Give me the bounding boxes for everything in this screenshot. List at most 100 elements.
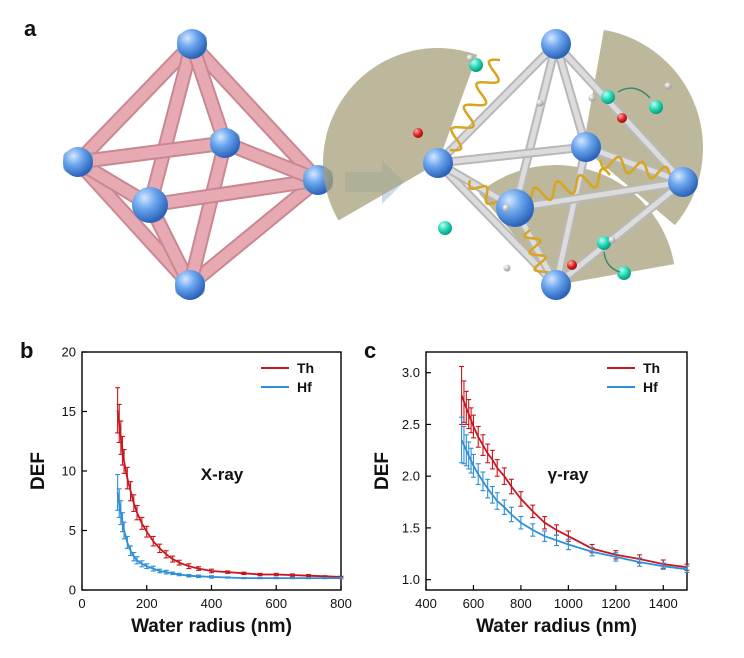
metal-node <box>541 270 571 300</box>
chart-xray: 0 200 400 600 800 0 5 10 15 20 Water radius (nm) DE… <box>28 345 352 638</box>
linker-highlight <box>512 179 686 211</box>
series-line <box>116 492 341 579</box>
plot-frame <box>425 351 688 591</box>
x-tick-label: 200 <box>136 596 158 611</box>
strut <box>186 38 324 186</box>
strut <box>72 137 231 168</box>
series-line <box>460 439 688 571</box>
radiation-type-annotation: γ-ray <box>548 465 589 484</box>
strut <box>184 174 324 291</box>
hydrogen-atom <box>588 94 596 102</box>
x-tick-label: 400 <box>201 596 223 611</box>
y-tick-label: 1.0 <box>402 572 420 587</box>
metal-node <box>210 128 240 158</box>
strut <box>72 156 196 291</box>
strut <box>219 137 324 186</box>
oxygen-atom <box>617 113 627 123</box>
x-tick-label: 1200 <box>601 596 630 611</box>
hydroxyl-radical <box>438 221 452 235</box>
linker-highlight <box>435 160 559 288</box>
y-tick-label: 10 <box>62 464 76 479</box>
linker-highlight <box>435 144 589 166</box>
linker-highlight <box>512 41 559 211</box>
x-tick-label: 1000 <box>554 596 583 611</box>
reaction-arrow <box>617 87 651 99</box>
x-tick-label: 0 <box>78 596 85 611</box>
metal-node <box>132 187 168 223</box>
panel-label-a: a <box>24 16 37 41</box>
metal-node <box>175 270 205 300</box>
y-tick-label: 0 <box>69 583 76 598</box>
panel-label-b: b <box>20 338 33 363</box>
y-tick-label: 3.0 <box>402 365 420 380</box>
metal-node <box>423 148 453 178</box>
linker-highlight <box>553 179 686 288</box>
strut <box>144 38 198 211</box>
mof-octahedron-illustration <box>63 29 333 300</box>
energy-wave <box>523 229 552 281</box>
x-tick-label: 800 <box>330 596 352 611</box>
x-tick-label: 800 <box>510 596 532 611</box>
x-tick-label: 1400 <box>649 596 678 611</box>
hydroxyl-radical <box>617 266 631 280</box>
linker-highlight <box>553 41 686 185</box>
hydrogen-atom <box>466 54 474 62</box>
metal-node <box>63 147 93 177</box>
linker-highlight <box>435 41 559 166</box>
hydroxyl-radical <box>601 90 615 104</box>
oxygen-atom <box>567 260 577 270</box>
strut <box>144 174 324 211</box>
hydrogen-atom <box>536 99 544 107</box>
panel-label-c: c <box>364 338 376 363</box>
strut <box>186 38 231 149</box>
metal-node <box>177 29 207 59</box>
hydrogen-atom <box>608 236 616 244</box>
x-axis-title: Water radius (nm) <box>476 616 637 637</box>
hydrogen-atom <box>503 264 511 272</box>
series-line <box>116 410 342 578</box>
energy-sector <box>323 48 478 221</box>
y-tick-label: 2.0 <box>402 469 420 484</box>
y-tick-label: 2.5 <box>402 417 420 432</box>
metal-node <box>571 132 601 162</box>
hydroxyl-radical <box>649 100 663 114</box>
y-tick-label: 5 <box>69 523 76 538</box>
radiation-type-annotation: X-ray <box>201 465 244 484</box>
series-th <box>115 387 344 579</box>
hydroxyl-radical <box>597 236 611 250</box>
hydrogen-atom <box>502 204 510 212</box>
hydrogen-atom <box>664 82 672 90</box>
metal-node <box>541 29 571 59</box>
linker-highlight <box>583 144 686 185</box>
x-tick-label: 600 <box>265 596 287 611</box>
y-tick-label: 20 <box>62 345 76 360</box>
energy-wave <box>598 155 672 180</box>
legend-label-th: Th <box>297 360 314 376</box>
metal-node <box>496 189 534 227</box>
hydroxyl-radical <box>469 58 483 72</box>
legend-label-th: Th <box>643 360 660 376</box>
series-hf <box>115 474 344 580</box>
y-tick-label: 15 <box>62 404 76 419</box>
series-line <box>460 395 688 569</box>
legend-label-hf: Hf <box>297 379 312 395</box>
metal-node <box>668 167 698 197</box>
energy-wave <box>519 167 611 208</box>
x-tick-label: 600 <box>463 596 485 611</box>
y-axis-title: DEF <box>28 452 49 490</box>
series-th <box>459 365 690 571</box>
chart-gamma-ray: 400 600 800 1000 1200 1400 1.0 1.5 2.0 2.5 3.0 Wate… <box>372 351 690 637</box>
oxygen-atom <box>413 128 423 138</box>
y-axis-title: DEF <box>372 452 393 490</box>
energy-transfer-radiolysis-illustration <box>323 29 703 300</box>
x-axis-title: Water radius (nm) <box>131 616 292 637</box>
y-tick-label: 1.5 <box>402 520 420 535</box>
strut <box>72 38 198 168</box>
x-tick-label: 400 <box>415 596 437 611</box>
energy-wave <box>449 58 501 152</box>
strut <box>184 137 231 291</box>
series-hf <box>459 416 690 573</box>
reaction-arrow <box>603 251 621 273</box>
linker-highlight <box>553 41 589 150</box>
